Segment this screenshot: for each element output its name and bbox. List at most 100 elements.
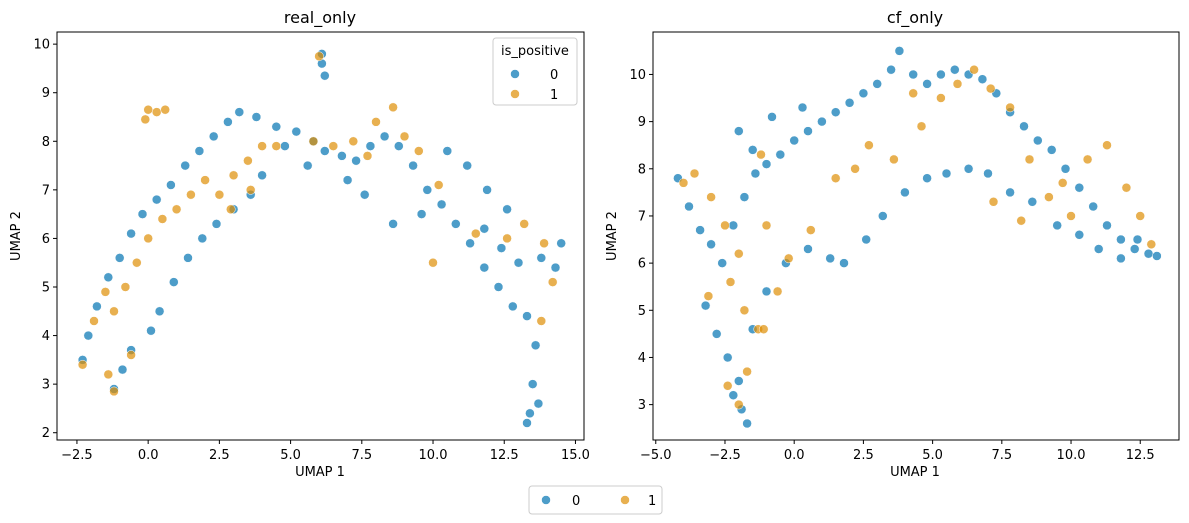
point-series-0 [530, 340, 541, 351]
y-tick-label: 2 [42, 426, 50, 441]
x-tick-label: 15.0 [561, 448, 590, 463]
figure-legend-marker-0 [541, 495, 551, 505]
point-series-0 [320, 70, 330, 81]
point-series-0 [1088, 201, 1098, 212]
point-series-1 [109, 386, 119, 397]
point-series-0 [775, 149, 786, 160]
x-tick-label: 0.0 [138, 448, 159, 463]
point-series-1 [171, 204, 182, 215]
point-series-0 [1027, 197, 1038, 207]
point-series-0 [137, 209, 148, 219]
point-series-1 [969, 64, 979, 75]
point-series-0 [208, 131, 219, 142]
point-series-0 [717, 258, 727, 268]
point-series-0 [803, 126, 813, 136]
point-series-1 [1005, 102, 1015, 113]
point-series-1 [399, 131, 410, 142]
point-series-1 [140, 114, 151, 125]
point-series-0 [151, 194, 162, 205]
point-series-0 [900, 187, 910, 198]
point-series-1 [109, 306, 119, 317]
point-series-0 [436, 199, 447, 210]
point-series-0 [728, 390, 739, 400]
point-series-0 [388, 219, 398, 229]
point-series-1 [678, 178, 689, 188]
point-series-0 [479, 262, 490, 273]
point-series-1 [756, 149, 766, 160]
point-series-0 [1132, 234, 1143, 245]
point-series-1 [1121, 182, 1132, 193]
point-series-0 [1060, 164, 1071, 174]
y-tick-label: 4 [42, 329, 50, 344]
y-tick-label: 5 [42, 281, 50, 296]
points-layer [77, 49, 566, 428]
x-tick-label: 5.0 [922, 448, 943, 463]
point-series-0 [742, 418, 752, 429]
point-series-0 [365, 141, 376, 151]
point-series-0 [700, 300, 711, 311]
point-series-0 [695, 225, 705, 235]
point-series-0 [496, 243, 507, 253]
axes-frame [56, 31, 585, 441]
point-series-0 [442, 146, 453, 156]
y-tick-label: 8 [42, 135, 50, 150]
point-series-0 [722, 352, 733, 363]
point-series-0 [513, 257, 524, 268]
point-series-0 [684, 201, 694, 212]
point-series-1 [314, 51, 324, 62]
point-series-0 [706, 239, 716, 250]
point-series-1 [214, 189, 225, 200]
point-series-0 [734, 126, 744, 136]
legend-label-0: 0 [550, 68, 558, 83]
point-series-0 [983, 168, 993, 179]
point-series-0 [878, 211, 888, 221]
point-series-1 [226, 204, 236, 215]
y-tick-label: 4 [638, 351, 646, 366]
point-series-0 [479, 223, 490, 234]
point-series-1 [245, 185, 256, 195]
legend-marker-1 [510, 89, 520, 99]
point-series-0 [830, 107, 841, 117]
x-tick-label: 5.0 [280, 448, 301, 463]
point-series-0 [451, 219, 461, 229]
point-series-1 [160, 104, 170, 115]
point-series-1 [271, 141, 282, 151]
point-series-1 [725, 277, 736, 287]
point-series-0 [556, 238, 566, 249]
point-series-1 [186, 189, 196, 200]
point-series-1 [1146, 239, 1157, 250]
point-series-0 [803, 244, 813, 254]
point-series-1 [132, 257, 142, 268]
point-series-0 [886, 64, 896, 75]
x-axis-label: UMAP 1 [890, 465, 940, 480]
point-series-0 [711, 329, 722, 339]
point-series-0 [211, 219, 222, 229]
point-series-0 [194, 146, 205, 156]
point-series-0 [767, 112, 777, 122]
point-series-0 [734, 376, 744, 386]
chart-title: real_only [284, 8, 356, 28]
point-series-0 [858, 88, 869, 99]
point-series-0 [197, 233, 208, 244]
point-series-0 [103, 272, 114, 283]
x-tick-label: −5.0 [640, 448, 672, 463]
point-series-1 [772, 286, 783, 297]
point-series-0 [114, 253, 125, 263]
y-ticks: 2 3 4 5 6 7 8 9 10 [33, 38, 57, 441]
point-series-1 [952, 79, 963, 89]
x-axis-label: UMAP 1 [295, 465, 345, 480]
point-series-0 [789, 135, 799, 146]
point-series-0 [936, 69, 946, 80]
y-tick-label: 5 [638, 304, 646, 319]
point-series-1 [539, 238, 549, 249]
point-series-0 [522, 311, 532, 321]
point-series-1 [1024, 154, 1035, 165]
point-series-0 [817, 116, 827, 127]
x-tick-label: 2.5 [853, 448, 874, 463]
point-series-1 [850, 164, 860, 174]
point-series-0 [1019, 121, 1029, 132]
point-series-0 [83, 330, 94, 341]
point-series-0 [508, 301, 518, 312]
point-series-0 [342, 175, 353, 185]
